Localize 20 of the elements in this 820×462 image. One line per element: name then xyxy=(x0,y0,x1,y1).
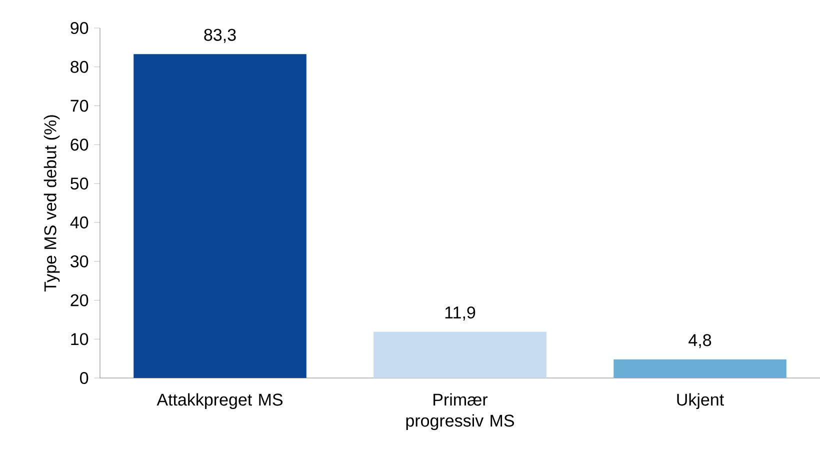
x-tick-label: Primær progressiv MS xyxy=(406,393,514,430)
y-tick-label: 80 xyxy=(70,60,88,73)
y-tick-label: 20 xyxy=(70,294,88,306)
y-tick-label: 70 xyxy=(70,100,88,112)
y-tick-label: 30 xyxy=(70,255,88,268)
y-tick-label: 60 xyxy=(70,138,88,151)
data-label: 4,8 xyxy=(688,334,712,348)
y-tick-label: 40 xyxy=(70,216,88,228)
bar xyxy=(614,359,786,378)
y-tick-label: 50 xyxy=(70,178,88,190)
data-label: 11,9 xyxy=(445,306,476,321)
y-tick-label: 10 xyxy=(71,333,88,346)
y-axis-title: Type MS ved debut (%) xyxy=(44,115,60,292)
bar xyxy=(374,332,546,378)
bar xyxy=(134,54,306,378)
y-tick-label: 90 xyxy=(70,22,88,34)
x-tick-label: Ukjent xyxy=(677,393,724,410)
x-tick-label: Attakkpreget MS xyxy=(156,393,283,410)
y-tick-label: 0 xyxy=(80,372,88,384)
data-label: 83,3 xyxy=(204,28,236,43)
